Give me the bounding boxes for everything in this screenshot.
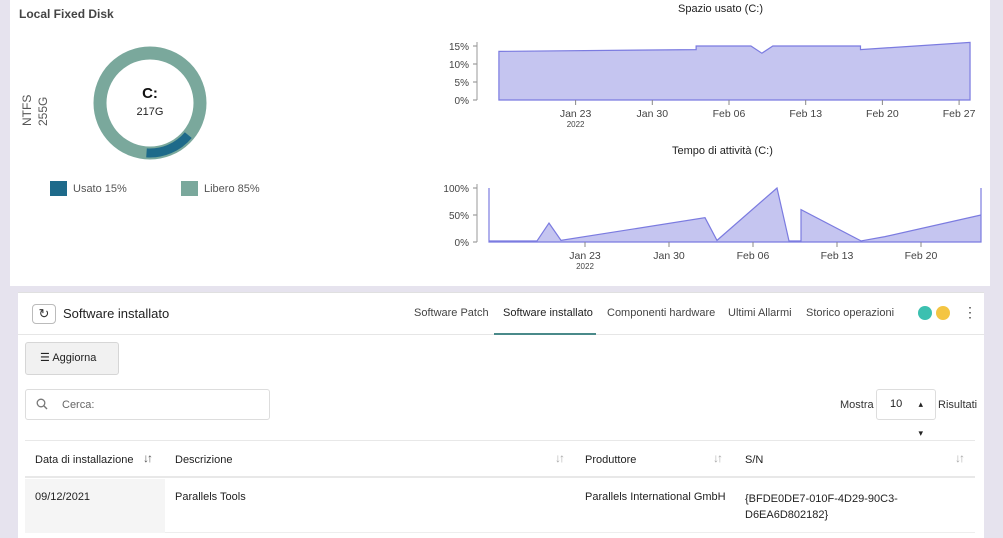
sort-icon[interactable]: ↓↑ (713, 451, 723, 465)
more-options-icon[interactable]: ⋮ (963, 304, 977, 320)
y-tick-label: 100% (443, 184, 469, 195)
x-tick-label: Jan 30 (637, 108, 669, 120)
list-icon: ☰ (40, 352, 50, 364)
tab-ultimi-allarmi[interactable]: Ultimi Allarmi (728, 307, 792, 319)
x-tick-year: 2022 (576, 262, 594, 271)
x-tick-label: Feb 06 (737, 250, 770, 262)
select-caret-icon: ▴ ▾ (918, 399, 923, 438)
refresh-icon[interactable]: ↻ (32, 304, 56, 324)
y-tick-label: 15% (449, 42, 469, 53)
status-dot-teal (918, 306, 932, 320)
sort-icon[interactable]: ↓↑ (955, 451, 965, 465)
cell-description: Parallels Tools (175, 491, 246, 503)
legend-free-swatch (181, 181, 198, 196)
table-header: Data di installazione ↓↑ Descrizione ↓↑ … (25, 440, 975, 478)
tab-storico-operazioni[interactable]: Storico operazioni (806, 307, 895, 319)
cell-date: 09/12/2021 (35, 491, 91, 503)
y-tick-label: 50% (449, 211, 469, 222)
cell-vendor: Parallels International GmbH (585, 491, 726, 503)
installed-software-panel: ↻ Software installato Software Patch Sof… (18, 292, 984, 538)
donut-free-size: 217G (137, 106, 164, 118)
x-tick-label: Feb 20 (866, 108, 899, 120)
serial-line-1: {BFDE0DE7-010F-4D29-90C3- (745, 493, 898, 505)
search-input[interactable] (62, 391, 262, 418)
show-label: Mostra (840, 399, 874, 411)
tab-componenti-hardware[interactable]: Componenti hardware (607, 307, 716, 319)
disk-overview: Local Fixed Disk NTFS 255G C: 217G Usato… (10, 0, 990, 286)
column-header-description[interactable]: Descrizione (175, 454, 233, 466)
x-tick-label: Feb 13 (821, 250, 854, 262)
x-tick-year: 2022 (567, 120, 585, 129)
page-size-value: 10 (890, 398, 903, 410)
area-series (488, 186, 982, 243)
legend-used-label: Usato 15% (73, 182, 127, 195)
results-label: Risultati (938, 399, 978, 411)
search-box (25, 389, 270, 420)
aggiorna-button[interactable]: ☰ Aggiorna (25, 342, 119, 375)
table-row[interactable]: 09/12/2021 Parallels Tools Parallels Int… (25, 479, 975, 533)
cell-serial: {BFDE0DE7-010F-4D29-90C3- D6EA6D802182} (745, 491, 898, 523)
sort-icon[interactable]: ↓↑ (555, 451, 565, 465)
area-series (498, 41, 971, 101)
legend-free-label: Libero 85% (204, 182, 260, 195)
x-tick-label: Feb 06 (713, 108, 746, 120)
y-tick-label: 5% (455, 78, 470, 89)
x-tick-label: Feb 13 (789, 108, 822, 120)
column-header-vendor[interactable]: Produttore (585, 454, 637, 466)
x-tick-label: Jan 30 (653, 250, 685, 262)
uptime-chart-title: Tempo di attività (C:) (672, 145, 773, 157)
legend-free: Libero 85% (181, 181, 260, 196)
x-tick-label: Feb 20 (905, 250, 938, 262)
disk-size: 255G (36, 96, 50, 126)
tab-software-installato[interactable]: Software installato (503, 307, 593, 319)
column-header-serial[interactable]: S/N (745, 454, 764, 466)
tab-software-patch[interactable]: Software Patch (414, 307, 489, 319)
sort-desc-icon[interactable]: ↓↑ (143, 451, 153, 465)
x-tick-label: Jan 23 (560, 108, 592, 120)
y-tick-label: 10% (449, 60, 469, 71)
y-tick-label: 0% (455, 96, 470, 107)
status-dot-yellow (936, 306, 950, 320)
space-chart-title: Spazio usato (C:) (678, 3, 763, 15)
donut-center (109, 62, 191, 144)
column-header-date[interactable]: Data di installazione (35, 454, 134, 466)
y-tick-label: 0% (455, 238, 470, 249)
disk-info: NTFS 255G (10, 78, 70, 138)
serial-line-2: D6EA6D802182} (745, 509, 829, 521)
disk-usage-donut: C: 217G (93, 46, 207, 160)
aggiorna-label: Aggiorna (52, 352, 97, 364)
panel-title: Software installato (63, 306, 170, 321)
legend-used-swatch (50, 181, 67, 196)
disk-title: Local Fixed Disk (19, 7, 114, 21)
panel-header: ↻ Software installato Software Patch Sof… (18, 293, 984, 335)
donut-drive-label: C: (142, 85, 158, 102)
page-size-select[interactable]: 10 ▴ ▾ (876, 389, 936, 438)
active-tab-indicator (494, 333, 596, 335)
legend-used: Usato 15% (50, 181, 127, 196)
x-tick-label: Jan 23 (569, 250, 601, 262)
disk-filesystem: NTFS (20, 94, 34, 126)
donut-used-arc (146, 132, 192, 158)
search-icon (36, 398, 48, 410)
x-tick-label: Feb 27 (943, 108, 976, 120)
